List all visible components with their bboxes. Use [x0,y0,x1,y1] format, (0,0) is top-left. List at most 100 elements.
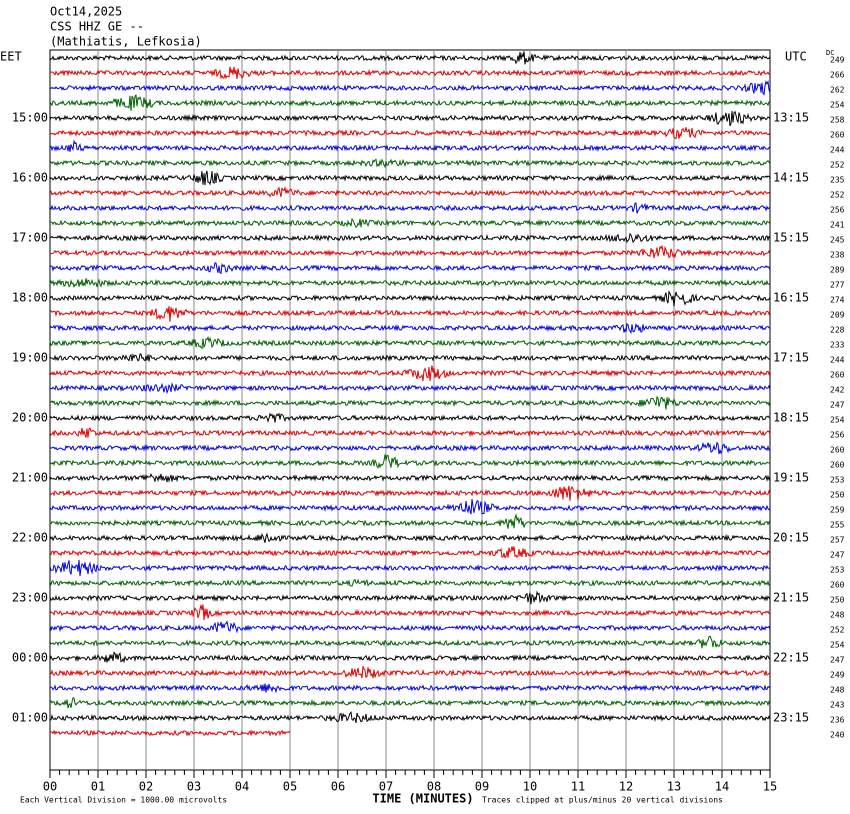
dc-value: 262 [830,86,845,95]
dc-value: 238 [830,251,845,260]
seismic-trace [49,559,771,577]
scale-note: Each Vertical Division = 1000.00 microvo… [20,796,227,805]
eet-time-label: 15:00 [12,111,48,125]
traces [49,51,771,737]
dc-value: 245 [830,236,845,245]
dc-value: 260 [830,461,845,470]
seismic-trace [49,335,771,350]
dc-value: 233 [830,341,845,350]
seismic-trace [49,66,771,80]
utc-time-label: 14:15 [773,171,809,185]
dc-value: 250 [830,491,845,500]
x-tick-label: 14 [715,780,729,794]
header-line: CSS HHZ GE -- [50,20,144,34]
seismic-trace [49,604,771,621]
header-line: Oct14,2025 [50,5,122,19]
dc-value: 256 [830,206,845,215]
utc-time-label: 18:15 [773,411,809,425]
seismic-trace [49,412,771,423]
seismic-trace [49,485,771,501]
dc-value: 247 [830,551,845,560]
eet-time-label: 16:00 [12,171,48,185]
dc-value: 249 [830,671,845,680]
eet-time-label: 01:00 [12,711,48,725]
dc-value: 242 [830,386,845,395]
dc-value: 254 [830,101,845,110]
dc-value: 253 [830,566,845,575]
seismic-trace [49,513,771,529]
seismic-trace [49,353,771,362]
eet-time-label: 20:00 [12,411,48,425]
seismic-trace [49,441,771,455]
dc-value: 255 [830,521,845,530]
seismic-trace [49,139,771,153]
dc-value: 248 [830,611,845,620]
x-tick-label: 04 [235,780,249,794]
clip-note: Traces clipped at plus/minus 20 vertical… [482,796,723,805]
x-tick-label: 10 [523,780,537,794]
utc-time-label: 15:15 [773,231,809,245]
seismic-trace [49,546,771,559]
left-axis-title: EET [0,50,22,64]
utc-time-label: 21:15 [773,591,809,605]
seismic-trace [49,427,771,438]
utc-time-label: 22:15 [773,651,809,665]
seismic-trace [49,499,771,515]
dc-value: 252 [830,626,845,635]
seismic-trace [49,322,771,335]
x-tick-label: 13 [667,780,681,794]
x-tick-label: 01 [91,780,105,794]
utc-time-label: 20:15 [773,531,809,545]
seismic-trace [49,80,771,96]
dc-value: 236 [830,716,845,725]
x-tick-label: 09 [475,780,489,794]
dc-value: 241 [830,221,845,230]
eet-time-label: 22:00 [12,531,48,545]
seismic-trace [49,635,771,649]
dc-value: 235 [830,176,845,185]
x-axis-title: TIME (MINUTES) [372,792,473,806]
dc-value: 289 [830,266,845,275]
x-tick-label: 03 [187,780,201,794]
header-line: (Mathiatis, Lefkosia) [50,35,202,49]
dc-value: 274 [830,296,845,305]
utc-time-label: 23:15 [773,711,809,725]
dc-value: 257 [830,536,845,545]
seismic-trace [49,382,771,395]
dc-value: 244 [830,356,845,365]
seismic-trace [49,185,771,198]
dc-value: 254 [830,641,845,650]
eet-time-label: 00:00 [12,651,48,665]
seismic-trace [49,729,291,737]
dc-value: 252 [830,161,845,170]
dc-value: 248 [830,686,845,695]
eet-time-label: 23:00 [12,591,48,605]
utc-time-label: 17:15 [773,351,809,365]
x-tick-label: 07 [379,780,393,794]
dc-value: 266 [830,71,845,80]
x-tick-label: 08 [427,780,441,794]
dc-value: 256 [830,431,845,440]
seismic-trace [49,94,771,111]
dc-value: 258 [830,116,845,125]
dc-value: 277 [830,281,845,290]
dc-value: 240 [830,731,845,740]
seismic-trace [49,158,771,169]
x-tick-label: 02 [139,780,153,794]
dc-value: 260 [830,581,845,590]
dc-value: 247 [830,401,845,410]
seismic-trace [49,365,771,381]
dc-value: 243 [830,701,845,710]
seismic-trace [49,473,771,483]
seismic-trace [49,532,771,543]
dc-value: 253 [830,476,845,485]
seismic-trace [49,110,771,127]
seismic-trace [49,202,771,214]
dc-value: 254 [830,416,845,425]
dc-value: 250 [830,596,845,605]
seismic-trace [49,454,771,469]
seismic-trace [49,127,771,140]
seismic-trace [49,262,771,275]
eet-time-label: 19:00 [12,351,48,365]
